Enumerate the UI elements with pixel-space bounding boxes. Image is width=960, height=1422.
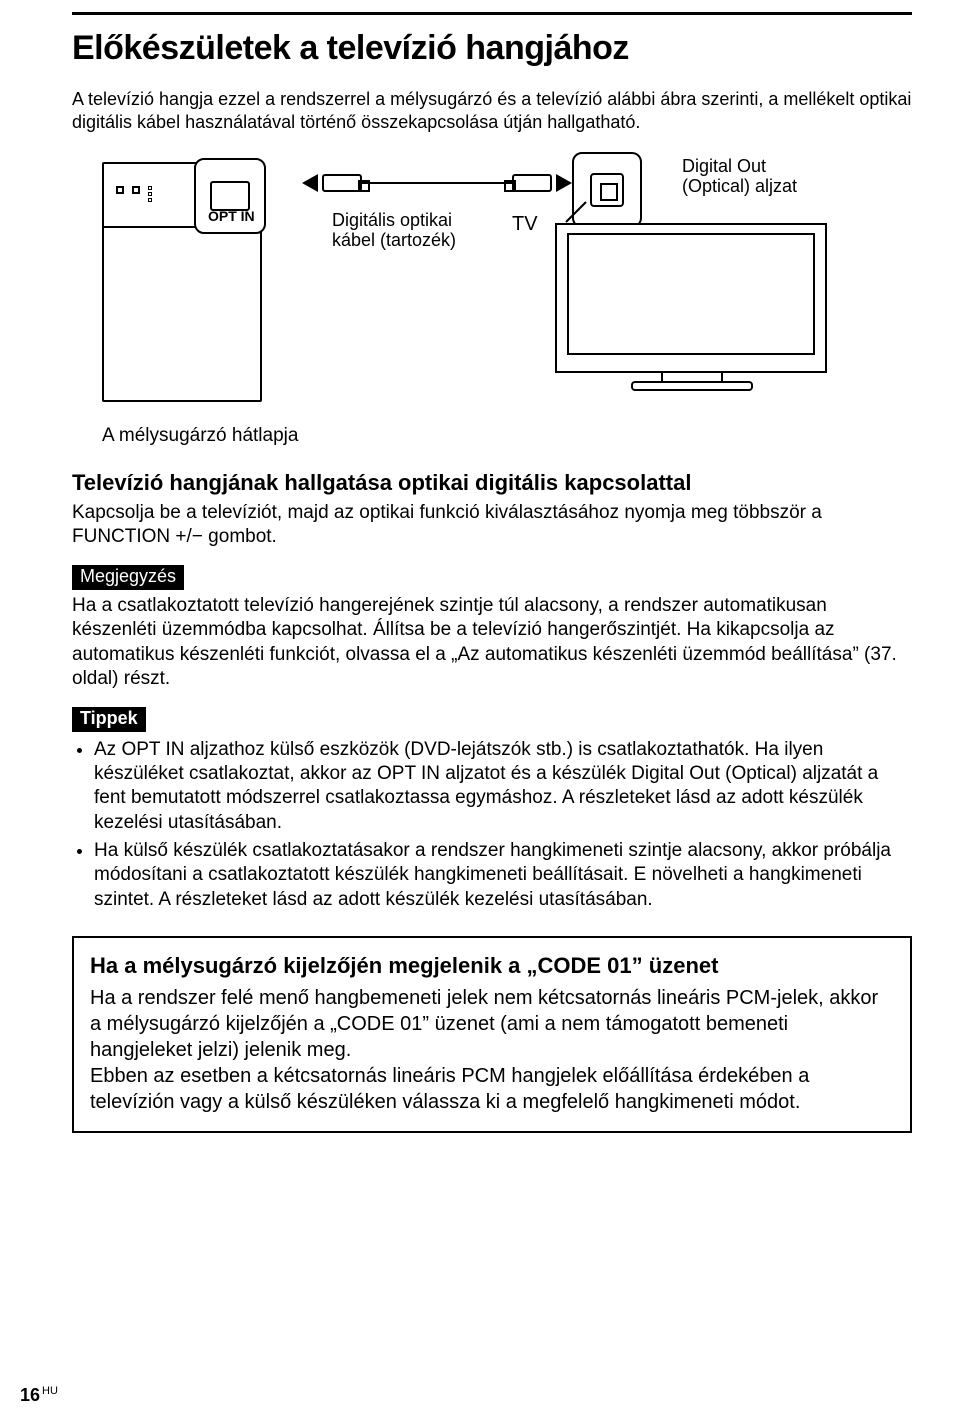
code01-para: Ebben az esetben a kétcsatornás lineáris… (90, 1063, 894, 1115)
opt-in-port-icon (210, 181, 250, 211)
arrow-left-icon (302, 174, 318, 192)
code01-heading: Ha a mélysugárzó kijelzőjén megjelenik a… (90, 952, 894, 980)
code01-box: Ha a mélysugárzó kijelzőjén megjelenik a… (72, 936, 912, 1134)
opt-in-balloon: OPT IN (194, 158, 266, 234)
optical-cable (302, 174, 572, 192)
tips-tag: Tippek (72, 707, 146, 732)
tips-list: Az OPT IN aljzathoz külső eszközök (DVD-… (72, 738, 912, 912)
tips-item: Ha külső készülék csatlakoztatásakor a r… (94, 839, 912, 912)
connection-diagram: OPT IN Digitális optikai kábel (tartozék… (72, 156, 912, 446)
page-number: 16HU (20, 1384, 58, 1407)
section-heading: Televízió hangjának hallgatása optikai d… (72, 469, 912, 497)
cable-label: Digitális optikai kábel (tartozék) (332, 210, 456, 251)
arrow-right-icon (556, 174, 572, 192)
page-title: Előkészületek a televízió hangjához (72, 27, 912, 70)
tv-label: TV (512, 212, 538, 237)
note-body: Ha a csatlakoztatott televízió hangerejé… (72, 594, 912, 691)
digital-out-label: Digital Out (Optical) aljzat (682, 156, 797, 197)
subwoofer-illustration: OPT IN (102, 162, 262, 402)
tips-item: Az OPT IN aljzathoz külső eszközök (DVD-… (94, 738, 912, 835)
code01-para: Ha a rendszer felé menő hangbemeneti jel… (90, 985, 894, 1063)
toslink-plug-left-icon (322, 174, 362, 192)
title-rule (72, 12, 912, 15)
note-tag: Megjegyzés (72, 565, 184, 590)
tv-illustration (552, 200, 852, 400)
section-body: Kapcsolja be a televíziót, majd az optik… (72, 501, 912, 550)
opt-in-label: OPT IN (208, 208, 255, 226)
intro-paragraph: A televízió hangja ezzel a rendszerrel a… (72, 88, 912, 134)
toslink-plug-right-icon (512, 174, 552, 192)
